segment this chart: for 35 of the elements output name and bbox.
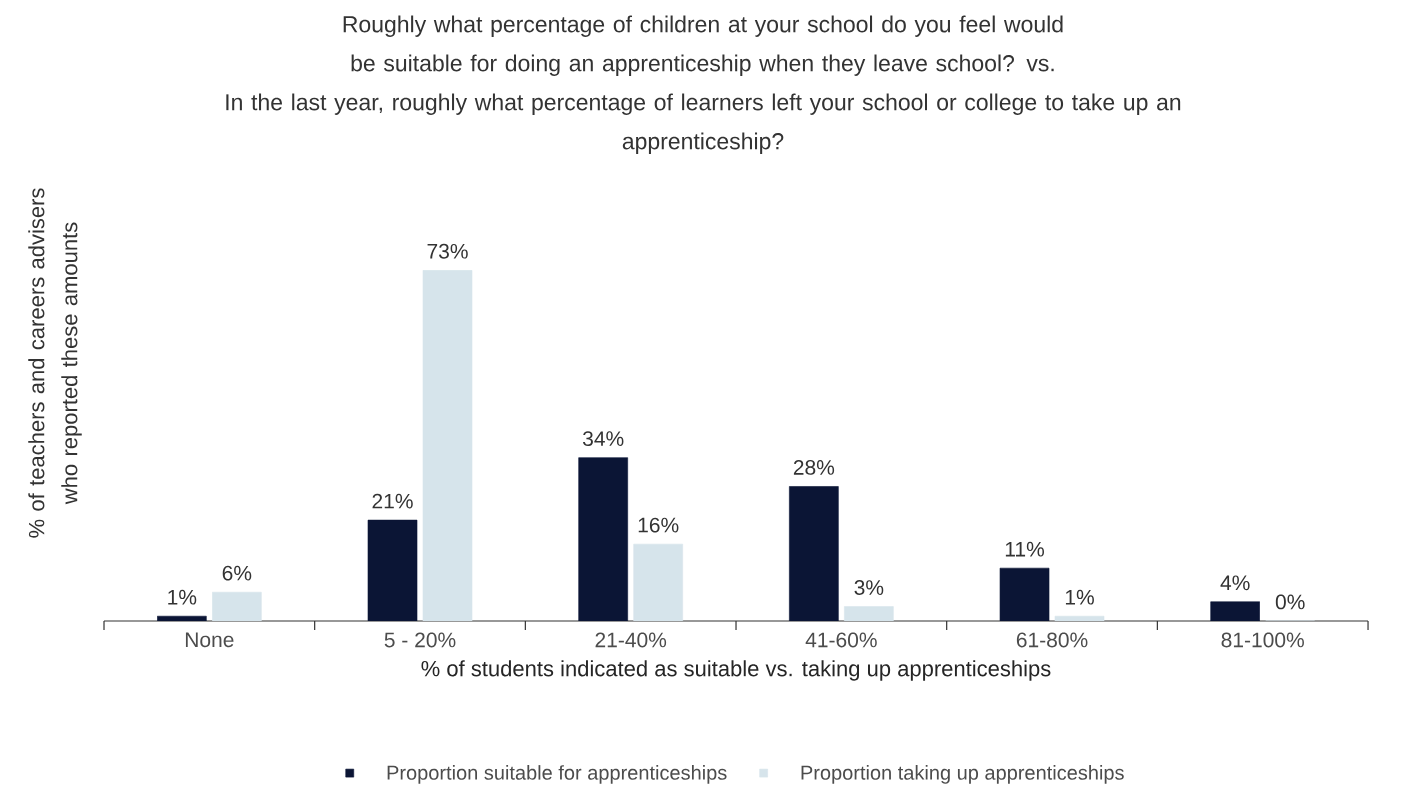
legend-label: Proportion suitable for apprenticeships	[387, 765, 727, 784]
x-tick-label: 21-40%	[595, 632, 667, 648]
chart-subtitle: In the last year, roughly what percentage of learners left your school or college to take up an apprenticeship?	[226, 93, 1181, 154]
bar	[578, 457, 628, 621]
chart-title: Roughly what percentage of children at your school do you feel would be suitable for doing an apprenticeship when they leave school? vs.	[343, 15, 1063, 76]
data-label: 16%	[638, 517, 679, 533]
data-label: 21%	[372, 493, 413, 509]
legend-label: Proportion taking up apprenticeships	[801, 765, 1124, 784]
bar	[1210, 601, 1260, 621]
data-label: 73%	[427, 243, 468, 259]
data-label: 34%	[582, 431, 624, 447]
data-label: 6%	[222, 565, 252, 581]
data-label: 4%	[1220, 575, 1250, 591]
bar	[633, 543, 683, 621]
bar	[1054, 615, 1105, 621]
x-tick-label: 81-100%	[1221, 632, 1304, 648]
data-label: 1%	[168, 589, 197, 605]
x-tick-label: 5 - 20%	[384, 632, 456, 648]
y-axis-title: % of teachers and careers advisers who reported these amounts	[28, 188, 82, 538]
bar	[844, 606, 894, 621]
x-tick-label: 41-60%	[805, 632, 877, 648]
bar	[157, 615, 207, 621]
x-tick-label: None	[185, 632, 234, 648]
bar	[422, 270, 473, 621]
bar	[789, 486, 839, 621]
data-label: 3%	[854, 580, 884, 595]
data-label: 1%	[1065, 589, 1094, 605]
data-label: 28%	[793, 460, 835, 475]
data-label: 11%	[1005, 541, 1045, 557]
bar	[999, 567, 1050, 621]
x-tick-label: 61-80%	[1016, 632, 1088, 648]
bar	[367, 519, 418, 621]
x-axis-title: % of students indicated as suitable vs. taking up apprenticeships	[421, 660, 1051, 681]
bar	[212, 591, 262, 621]
data-label: 0%	[1275, 594, 1305, 610]
